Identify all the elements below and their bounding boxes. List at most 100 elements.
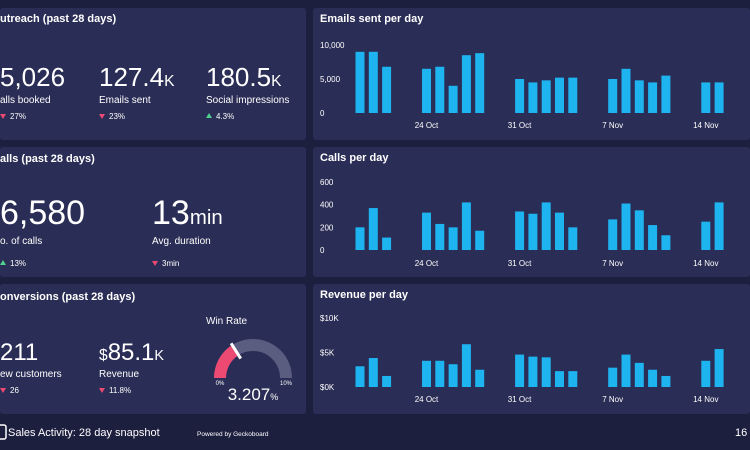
gauge-unit: %: [270, 392, 278, 402]
emails-chart-panel: [313, 8, 750, 140]
revenue-chart-panel: [313, 284, 750, 414]
panel-title: alls (past 28 days): [0, 153, 95, 165]
x-tick-label: 24 Oct: [415, 121, 439, 130]
bar: [528, 82, 538, 113]
footer-time: 16: [735, 427, 747, 439]
bar: [701, 221, 711, 250]
stat-unit: K: [271, 73, 282, 90]
change-text: 27%: [10, 112, 26, 121]
panel-title: onversions (past 28 days): [0, 291, 135, 303]
stat-number: 85.1: [108, 339, 155, 366]
bar: [541, 202, 551, 250]
bar: [461, 55, 471, 113]
bar: [422, 212, 431, 250]
change-arrow: [99, 388, 105, 393]
stat-unit: K: [154, 348, 164, 364]
bar: [475, 369, 485, 387]
stat-label: o. of calls: [0, 236, 42, 247]
y-tick-label: 5,000: [320, 75, 341, 84]
bar: [608, 79, 618, 113]
stat-prefix: $: [99, 347, 108, 364]
bar: [608, 367, 618, 387]
logo-icon: [0, 424, 7, 440]
change-text: 11.8%: [109, 386, 131, 395]
x-tick-label: 24 Oct: [415, 395, 439, 404]
bar: [701, 360, 711, 387]
stat-label: Revenue: [99, 369, 139, 380]
bar: [714, 349, 724, 387]
bar: [621, 354, 631, 387]
gauge-number: 3.207: [228, 385, 271, 404]
bar: [701, 82, 711, 113]
stat-label: Social impressions: [206, 95, 289, 106]
y-tick-label: $5K: [320, 349, 335, 358]
gauge-tick-label: 0%: [216, 381, 225, 387]
chart-title: Calls per day: [320, 152, 389, 164]
change-arrow: [0, 114, 6, 119]
bar: [648, 225, 658, 250]
bar: [555, 371, 564, 387]
bar: [568, 227, 578, 250]
stat-label: Avg. duration: [152, 236, 211, 247]
bar: [568, 77, 578, 113]
bar: [714, 82, 724, 113]
bar: [368, 208, 378, 250]
gauge-tick-label: 10%: [280, 381, 293, 387]
change-text: 4.3%: [216, 112, 234, 121]
bar: [448, 85, 458, 113]
bar: [541, 357, 551, 387]
bar: [355, 51, 365, 113]
x-tick-label: 7 Nov: [602, 259, 623, 268]
x-tick-label: 14 Nov: [693, 121, 718, 130]
stat-label: alls booked: [0, 95, 51, 106]
y-tick-label: 0: [320, 109, 325, 118]
bar: [461, 344, 471, 387]
stat-number: 5,026: [0, 62, 65, 92]
stat-number: 127.4: [99, 62, 164, 92]
bar: [515, 79, 525, 113]
x-tick-label: 31 Oct: [508, 395, 532, 404]
bar: [435, 360, 445, 387]
bar: [382, 237, 392, 250]
bar: [714, 202, 724, 250]
bar: [475, 230, 485, 250]
change-arrow: [206, 113, 212, 118]
x-tick-label: 7 Nov: [602, 121, 623, 130]
gauge-value: 3.207%: [228, 385, 279, 404]
stat-value: 6,580: [0, 194, 85, 232]
stat-value: 211: [0, 339, 38, 366]
stat-label: Emails sent: [99, 95, 151, 106]
stat-value: 13min: [152, 194, 223, 232]
bar: [448, 364, 458, 387]
footer-powered-by: Powered by Geckoboard: [197, 431, 269, 438]
bar: [541, 80, 551, 113]
bar: [608, 219, 618, 250]
calls-panel: [0, 147, 306, 277]
stat-unit: K: [164, 73, 175, 90]
bar: [528, 356, 538, 387]
bar: [435, 223, 445, 250]
x-tick-label: 31 Oct: [508, 259, 532, 268]
panel-title: utreach (past 28 days): [0, 13, 116, 25]
bar: [422, 360, 431, 387]
footer-title: Sales Activity: 28 day snapshot: [8, 427, 160, 439]
bar: [661, 75, 671, 113]
conversions-panel: [0, 284, 306, 414]
change-text: 13%: [10, 259, 26, 268]
bar: [634, 210, 644, 250]
stat-value: 5,026: [0, 62, 65, 92]
x-tick-label: 24 Oct: [415, 259, 439, 268]
y-tick-label: $10K: [320, 314, 339, 323]
bar: [448, 227, 458, 250]
stat-unit: min: [190, 207, 223, 229]
change-arrow: [99, 114, 105, 119]
bar: [422, 68, 431, 113]
stat-number: 211: [0, 339, 38, 366]
x-tick-label: 7 Nov: [602, 395, 623, 404]
bar: [621, 68, 631, 113]
bar: [382, 66, 392, 113]
bar: [634, 362, 644, 387]
stat-number: 6,580: [0, 194, 85, 232]
bar: [382, 375, 392, 387]
bar: [475, 53, 485, 113]
